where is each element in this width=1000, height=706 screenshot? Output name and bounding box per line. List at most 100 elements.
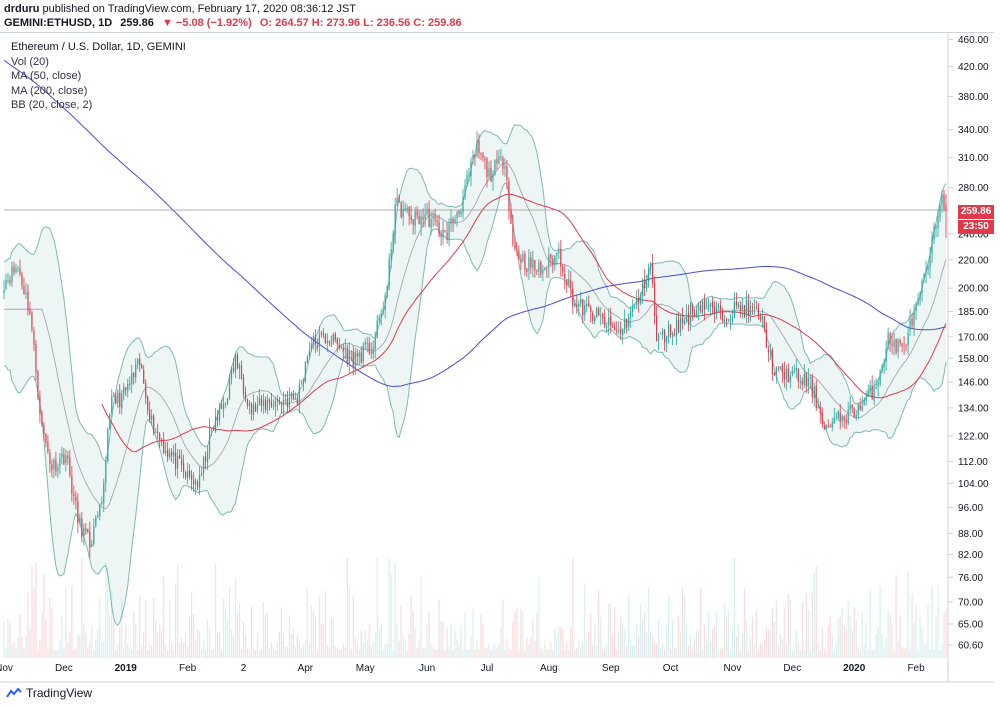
- volume-bar: [189, 618, 191, 658]
- candle-body: [75, 496, 77, 501]
- volume-bar: [566, 641, 568, 658]
- x-tick-label: 2020: [843, 663, 866, 674]
- candle-body: [654, 283, 656, 316]
- volume-bar: [839, 616, 841, 658]
- volume-bar: [420, 576, 422, 658]
- candle-body: [658, 335, 660, 341]
- volume-bar: [308, 642, 310, 658]
- volume-bar: [260, 647, 263, 658]
- volume-bar: [935, 617, 937, 658]
- candle-body: [306, 356, 308, 363]
- candle-body: [161, 439, 163, 443]
- volume-bar: [913, 622, 915, 658]
- volume-bar: [252, 647, 255, 658]
- candle-body: [548, 254, 550, 268]
- volume-bar: [460, 625, 462, 658]
- candle-body: [665, 336, 668, 342]
- bollinger-lower-line: [4, 182, 947, 627]
- legend-item-ma50[interactable]: MA (50, close): [11, 70, 82, 83]
- candle-body: [284, 399, 287, 401]
- volume-bar: [3, 622, 5, 658]
- candle-body: [87, 529, 89, 532]
- ticker-symbol[interactable]: GEMINI:ETHUSD, 1D: [4, 17, 113, 29]
- y-tick-label: 158.00: [958, 354, 989, 365]
- candle-body: [901, 343, 903, 347]
- publisher-user[interactable]: drduru: [4, 3, 40, 15]
- volume-bar: [590, 613, 592, 658]
- volume-bar: [763, 638, 765, 658]
- candle-body: [119, 392, 121, 407]
- volume-bar: [691, 649, 694, 658]
- legend-item-volume[interactable]: Vol (20): [11, 55, 49, 68]
- y-tick-label: 76.00: [958, 573, 983, 584]
- candle-body: [594, 316, 596, 322]
- volume-bar: [644, 613, 646, 658]
- volume-bar: [390, 574, 392, 658]
- candle-body: [935, 226, 937, 228]
- volume-bar: [550, 641, 552, 658]
- volume-bar: [663, 649, 666, 658]
- volume-bar: [5, 647, 7, 658]
- candle-body: [482, 153, 484, 159]
- volume-bar: [167, 649, 169, 658]
- candle-body: [927, 267, 929, 270]
- volume-bar: [408, 633, 410, 658]
- volume-bar: [468, 648, 470, 658]
- candle-body: [550, 254, 552, 259]
- candle-body: [362, 346, 364, 362]
- volume-bar: [745, 618, 748, 658]
- legend-item-ma200[interactable]: MA (200, close): [11, 84, 88, 97]
- volume-bar: [801, 601, 803, 658]
- volume-bar: [145, 599, 147, 658]
- candle-body: [761, 316, 763, 321]
- candle-body: [516, 248, 518, 253]
- candle-body: [55, 459, 57, 472]
- legend-item-bollinger[interactable]: BB (20, close, 2): [11, 99, 93, 112]
- volume-bar: [179, 642, 181, 658]
- candle-body: [374, 337, 376, 350]
- volume-bar: [729, 649, 732, 658]
- candle-body: [157, 431, 159, 433]
- volume-bar: [584, 583, 586, 658]
- candle-body: [410, 215, 412, 220]
- candle-body: [404, 208, 406, 211]
- volume-bar: [147, 649, 149, 658]
- volume-bar: [206, 619, 209, 658]
- volume-bar: [300, 647, 302, 658]
- candle-body: [849, 405, 851, 410]
- volume-bar: [470, 636, 472, 658]
- footer-brand[interactable]: TradingView: [26, 686, 93, 700]
- volume-bar: [272, 647, 275, 658]
- volume-bar: [466, 649, 468, 658]
- candle-body: [630, 311, 632, 318]
- volume-bar: [705, 638, 708, 658]
- volume-bar: [923, 644, 925, 658]
- volume-bar: [582, 641, 584, 658]
- candle-body: [809, 376, 811, 379]
- volume-bar: [594, 624, 596, 658]
- candle-body: [494, 159, 496, 175]
- volume-bar: [807, 610, 809, 658]
- volume-bar: [276, 642, 279, 658]
- candle-body: [113, 395, 115, 397]
- y-tick-label: 146.00: [958, 378, 989, 389]
- volume-bar: [63, 648, 65, 658]
- volume-bar: [43, 574, 45, 658]
- volume-bar: [236, 613, 239, 658]
- candle-body: [39, 396, 41, 415]
- candle-body: [887, 333, 889, 349]
- y-tick-label: 460.00: [958, 35, 989, 46]
- volume-bar: [765, 627, 767, 658]
- candle-body: [71, 476, 73, 495]
- volume-bar: [608, 603, 610, 658]
- volume-bar: [344, 646, 346, 658]
- candle-body: [173, 451, 175, 457]
- volume-bar: [248, 648, 251, 658]
- candle-body: [650, 262, 652, 270]
- publisher-line: drduru published on TradingView.com, Feb…: [4, 2, 356, 16]
- candle-body: [212, 429, 215, 431]
- volume-bar: [250, 606, 253, 658]
- candle-body: [17, 267, 19, 269]
- candle-body: [454, 219, 456, 222]
